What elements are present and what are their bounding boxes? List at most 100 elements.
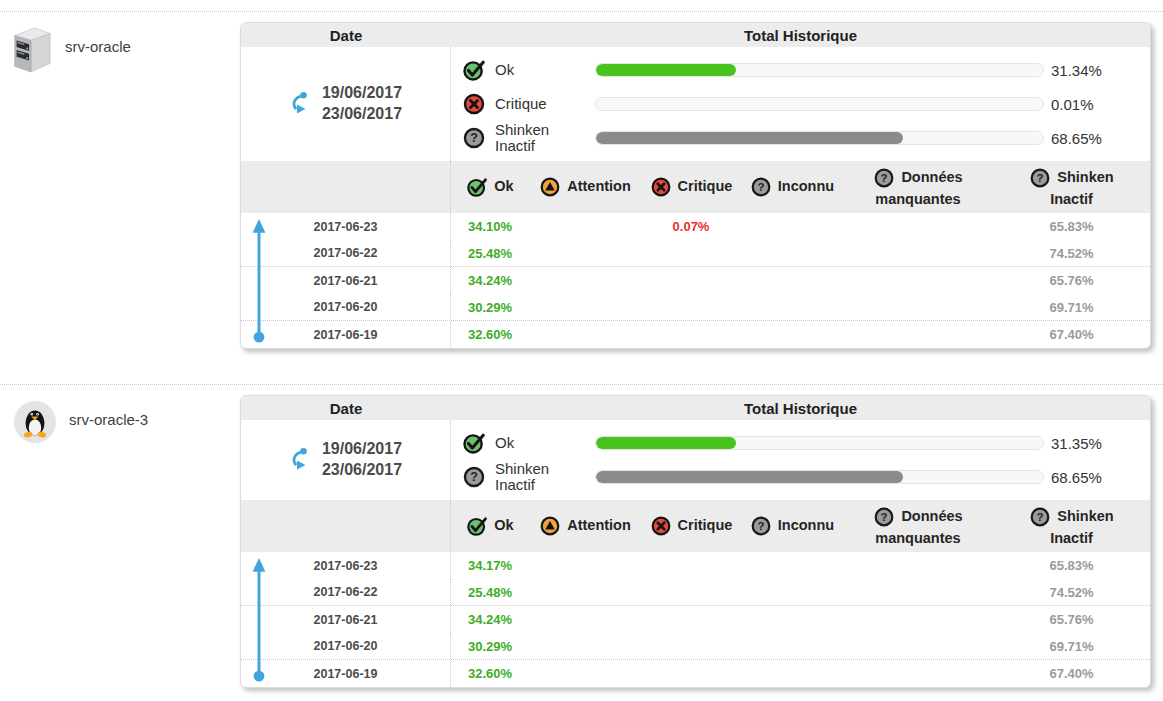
attention-value-cell bbox=[529, 294, 641, 320]
date-cell: 2017-06-22 bbox=[241, 240, 451, 266]
total-label: Shinken Inactif bbox=[495, 461, 595, 494]
inconnu-status-icon bbox=[462, 465, 486, 489]
ok-value-cell: 30.29% bbox=[451, 633, 529, 659]
legend-spacer bbox=[241, 500, 451, 552]
attention-value-cell bbox=[529, 321, 641, 348]
table-row: 2017-06-22 25.48% 74.52% bbox=[241, 240, 1150, 267]
question-icon bbox=[1029, 167, 1051, 189]
date-to: 23/06/2017 bbox=[322, 104, 402, 125]
critique-value-cell bbox=[641, 606, 741, 633]
legend-ok: Ok bbox=[451, 500, 529, 552]
table-row: 2017-06-22 25.48% 74.52% bbox=[241, 579, 1150, 606]
attention-value-cell bbox=[529, 660, 641, 687]
inactif-value-cell: 67.40% bbox=[993, 660, 1150, 687]
total-percentage: 68.65% bbox=[1051, 469, 1102, 486]
ok-progress-bar bbox=[595, 63, 1044, 77]
inconnu-value-cell bbox=[741, 579, 843, 605]
date-to: 23/06/2017 bbox=[322, 460, 402, 481]
summary-section: 19/06/2017 23/06/2017 Ok 31.35% Shinken … bbox=[241, 420, 1150, 500]
server-icon bbox=[8, 25, 54, 73]
host-report-block: srv-oracle Date Total Historique 19/06/2… bbox=[0, 11, 1163, 349]
legend-inconnu: Inconnu bbox=[741, 161, 843, 213]
critique-value-cell bbox=[641, 660, 741, 687]
date-cell: 2017-06-20 bbox=[241, 294, 451, 320]
inconnu-status-icon bbox=[750, 176, 772, 198]
totals-summary: Ok 31.35% Shinken Inactif 68.65% bbox=[451, 420, 1150, 500]
host-name: srv-oracle bbox=[65, 38, 131, 55]
inconnu-value-cell bbox=[741, 267, 843, 294]
critique-value-cell bbox=[641, 321, 741, 348]
inconnu-value-cell bbox=[741, 240, 843, 266]
inactif-value-cell: 65.76% bbox=[993, 267, 1150, 294]
ok-value-cell: 25.48% bbox=[451, 579, 529, 605]
date-cell: 2017-06-20 bbox=[241, 633, 451, 659]
table-row: 2017-06-20 30.29% 69.71% bbox=[241, 294, 1150, 321]
question-icon bbox=[1029, 506, 1051, 528]
ok-value-cell: 34.24% bbox=[451, 606, 529, 633]
inconnu-status-icon bbox=[750, 515, 772, 537]
date-range: 19/06/2017 23/06/2017 bbox=[322, 83, 402, 125]
attention-status-icon bbox=[539, 515, 561, 537]
total-historique-header: Total Historique bbox=[451, 27, 1150, 44]
inconnu-value-cell bbox=[741, 321, 843, 348]
attention-value-cell bbox=[529, 267, 641, 294]
attention-value-cell bbox=[529, 213, 641, 240]
ok-value-cell: 32.60% bbox=[451, 660, 529, 687]
date-cell: 2017-06-19 bbox=[241, 321, 451, 348]
ok-status-icon bbox=[462, 431, 486, 455]
missing-value-cell bbox=[843, 267, 993, 294]
missing-value-cell bbox=[843, 606, 993, 633]
inconnu-value-cell bbox=[741, 213, 843, 240]
attention-value-cell bbox=[529, 579, 641, 605]
total-label: Critique bbox=[495, 96, 595, 113]
legend-donnees-manquantes: Données manquantes bbox=[843, 161, 993, 213]
question-icon bbox=[873, 506, 895, 528]
missing-value-cell bbox=[843, 579, 993, 605]
inactif-value-cell: 65.83% bbox=[993, 552, 1150, 579]
legend-inconnu: Inconnu bbox=[741, 500, 843, 552]
ok-value-cell: 34.10% bbox=[451, 213, 529, 240]
totals-summary: Ok 31.34% Critique 0.01% Shinken Inactif… bbox=[451, 47, 1150, 161]
ok-value-cell: 32.60% bbox=[451, 321, 529, 348]
inactif-value-cell: 65.83% bbox=[993, 213, 1150, 240]
missing-value-cell bbox=[843, 240, 993, 266]
critique-value-cell bbox=[641, 267, 741, 294]
total-label: Shinken Inactif bbox=[495, 122, 595, 155]
date-range-arrow-icon bbox=[289, 447, 313, 473]
critique-status-icon bbox=[650, 176, 672, 198]
host-report-block: srv-oracle-3 Date Total Historique 19/06… bbox=[0, 384, 1163, 688]
availability-panel: Date Total Historique 19/06/2017 23/06/2… bbox=[240, 22, 1151, 349]
ok-status-icon bbox=[466, 176, 488, 198]
host-name: srv-oracle-3 bbox=[69, 411, 148, 428]
total-row-shinken-inactif: Shinken Inactif 68.65% bbox=[451, 121, 1150, 155]
inconnu-status-icon bbox=[462, 126, 486, 150]
linux-tux-icon bbox=[14, 401, 56, 443]
date-range-control[interactable]: 19/06/2017 23/06/2017 bbox=[241, 47, 451, 161]
inactif-progress-bar bbox=[595, 470, 1044, 484]
legend-donnees-manquantes: Données manquantes bbox=[843, 500, 993, 552]
total-percentage: 68.65% bbox=[1051, 130, 1102, 147]
inconnu-value-cell bbox=[741, 606, 843, 633]
total-historique-header: Total Historique bbox=[451, 400, 1150, 417]
ok-progress-bar bbox=[595, 436, 1044, 450]
legend-shinken-inactif: Shinken Inactif bbox=[993, 500, 1150, 552]
date-from: 19/06/2017 bbox=[322, 83, 402, 104]
legend-shinken-inactif: Shinken Inactif bbox=[993, 161, 1150, 213]
date-range-control[interactable]: 19/06/2017 23/06/2017 bbox=[241, 420, 451, 500]
daily-table-body: 2017-06-23 34.10% 0.07% 65.83% 2017-06-2… bbox=[241, 213, 1150, 348]
inconnu-value-cell bbox=[741, 552, 843, 579]
date-column-header: Date bbox=[241, 400, 451, 417]
host-identity: srv-oracle-3 bbox=[0, 395, 240, 443]
inactif-progress-bar bbox=[595, 131, 1044, 145]
inconnu-value-cell bbox=[741, 294, 843, 320]
date-cell: 2017-06-23 bbox=[241, 213, 451, 240]
legend-spacer bbox=[241, 161, 451, 213]
critique-value-cell: 0.07% bbox=[641, 213, 741, 240]
daily-table-body: 2017-06-23 34.17% 65.83% 2017-06-22 25.4… bbox=[241, 552, 1150, 687]
critique-value-cell bbox=[641, 294, 741, 320]
ok-value-cell: 34.17% bbox=[451, 552, 529, 579]
missing-value-cell bbox=[843, 213, 993, 240]
total-row-ok: Ok 31.34% bbox=[451, 53, 1150, 87]
inactif-value-cell: 69.71% bbox=[993, 633, 1150, 659]
inconnu-value-cell bbox=[741, 660, 843, 687]
